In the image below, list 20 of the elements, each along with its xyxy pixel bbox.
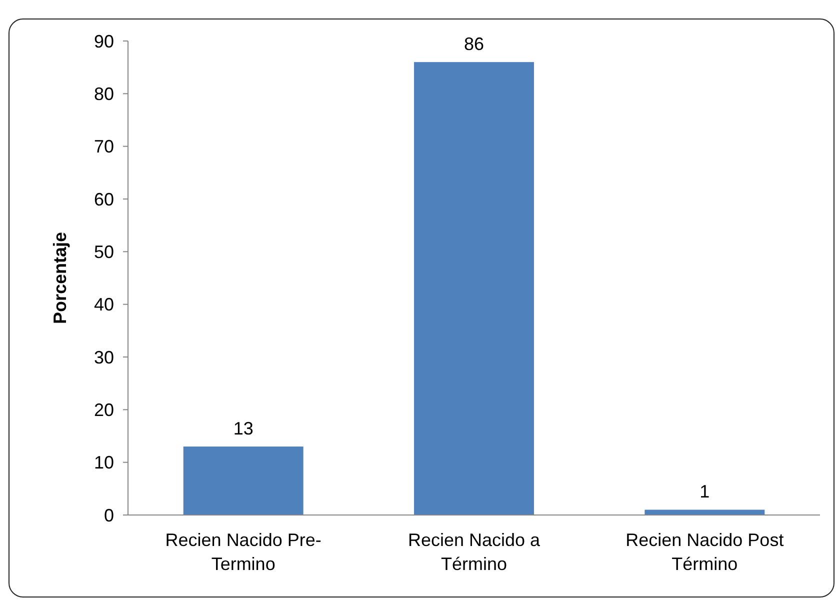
y-tick-label: 20: [94, 400, 114, 420]
bar: [644, 510, 765, 515]
y-tick-label: 80: [94, 84, 114, 104]
x-tick-label: Recien Nacido a Término: [408, 530, 542, 574]
data-label: 1: [700, 482, 710, 502]
bar: [414, 62, 534, 515]
y-tick-label: 40: [94, 294, 114, 315]
y-tick-label: 30: [94, 347, 114, 368]
y-tick-label: 70: [94, 136, 114, 157]
y-tick-label: 10: [94, 452, 114, 473]
x-tick-label: Recien Nacido Pre-Termino: [165, 530, 322, 574]
bar: [183, 446, 304, 515]
y-tick-label: 90: [94, 31, 114, 52]
x-tick-label: Recien Nacido Post Término: [626, 530, 784, 574]
data-label: 86: [464, 34, 484, 54]
y-tick-label: 60: [94, 189, 114, 210]
y-tick-label: 0: [104, 505, 114, 526]
y-tick-label: 50: [94, 242, 114, 262]
data-label: 13: [233, 418, 254, 439]
y-axis-title: Porcentaje: [50, 232, 70, 324]
